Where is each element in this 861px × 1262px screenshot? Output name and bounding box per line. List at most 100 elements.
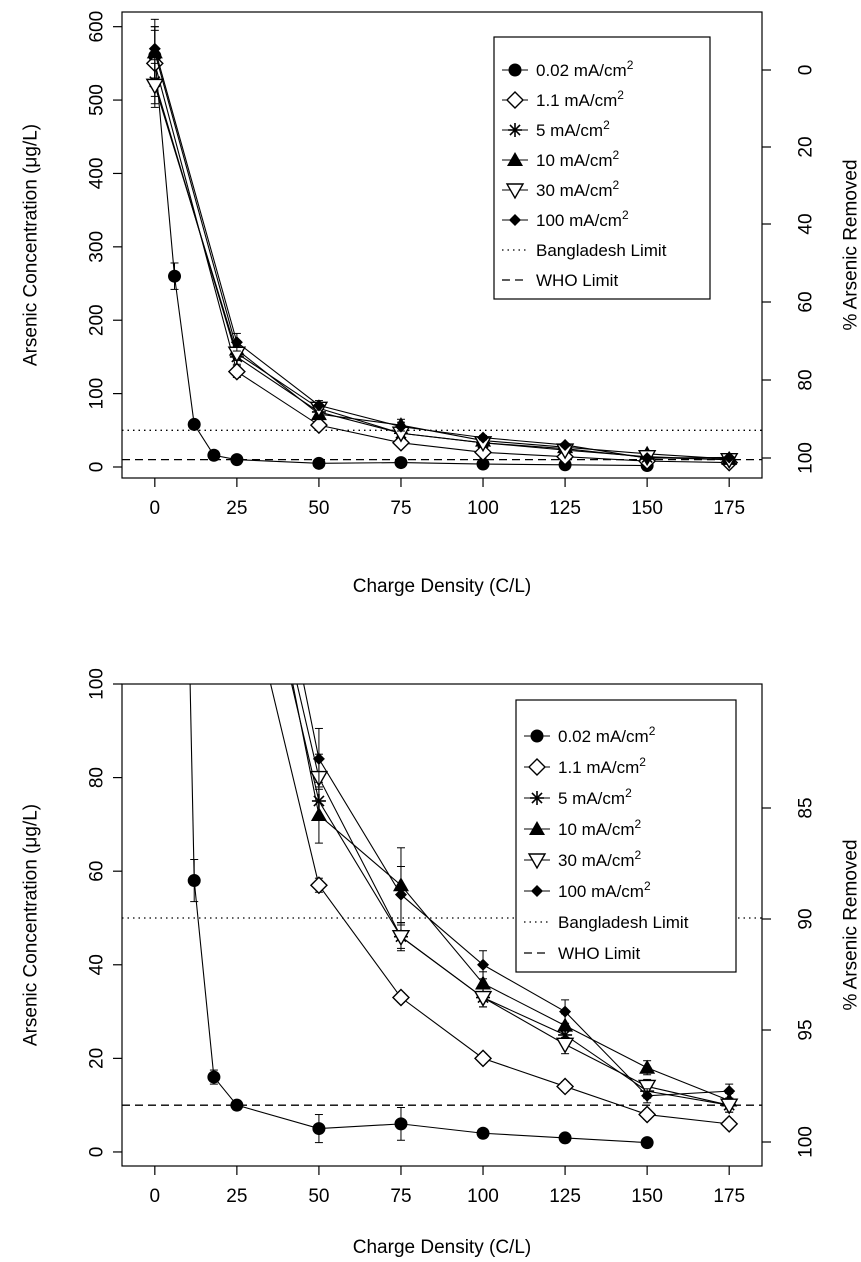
y2-tick-label: 100	[796, 442, 817, 474]
series-line	[154, 63, 730, 464]
y2-axis-label: % Arsenic Removed	[841, 839, 861, 1010]
data-point	[230, 336, 243, 349]
data-point	[394, 888, 407, 901]
data-point	[312, 399, 325, 412]
data-point	[394, 420, 407, 433]
y2-tick-label: 20	[796, 136, 817, 157]
data-series	[171, 0, 739, 1150]
x-tick-label: 125	[549, 498, 581, 519]
data-point	[168, 269, 182, 283]
y-tick-label: 60	[87, 861, 108, 882]
data-point	[394, 456, 408, 470]
legend-label: 0.02 mA/cm2	[536, 58, 634, 80]
data-point	[559, 1005, 572, 1018]
data-point	[473, 990, 493, 1007]
data-point	[230, 453, 244, 467]
data-point	[148, 42, 161, 55]
legend-label: 1.1 mA/cm2	[558, 755, 646, 777]
legend: 0.02 mA/cm2 1.1 mA/cm2 5 mA/cm2 10 mA/cm2 30…	[515, 699, 737, 973]
data-point	[556, 1077, 575, 1096]
y-tick-label: 300	[87, 231, 108, 263]
data-point	[145, 78, 165, 95]
y2-tick-label: 80	[796, 369, 817, 390]
legend-item: Bangladesh Limit	[502, 241, 667, 260]
x-tick-label: 150	[631, 1186, 663, 1207]
x-axis-label: Charge Density (C/L)	[353, 576, 531, 597]
legend-label: Bangladesh Limit	[536, 241, 667, 260]
x-tick-label: 75	[390, 1186, 411, 1207]
legend-item: 10 mA/cm2	[502, 148, 620, 170]
legend-item: 1.1 mA/cm2	[524, 755, 646, 777]
plot-frame	[121, 683, 763, 1167]
data-point	[723, 1085, 736, 1098]
legend-marker	[507, 152, 523, 166]
data-point	[555, 1037, 575, 1054]
legend-label: WHO Limit	[536, 271, 618, 290]
legend-label: 5 mA/cm2	[536, 118, 610, 140]
data-point	[310, 807, 327, 822]
legend-label: 1.1 mA/cm2	[536, 88, 624, 110]
legend-box	[493, 36, 711, 300]
data-point	[309, 416, 328, 435]
data-point	[477, 431, 490, 444]
y2-tick-label: 90	[796, 908, 817, 929]
legend-marker	[530, 729, 544, 743]
data-point	[207, 1070, 221, 1084]
x-tick-label: 125	[549, 1186, 581, 1207]
x-tick-label: 25	[226, 1186, 247, 1207]
x-tick-label: 100	[467, 498, 499, 519]
data-point	[391, 433, 410, 452]
legend-label: 30 mA/cm2	[558, 848, 642, 870]
error-bar	[171, 0, 179, 19]
legend-item: 1.1 mA/cm2	[502, 88, 624, 110]
legend-label: 10 mA/cm2	[558, 817, 642, 839]
data-point	[641, 452, 654, 465]
data-point	[230, 1098, 244, 1112]
data-point	[391, 929, 411, 947]
data-point	[229, 421, 245, 435]
data-point	[638, 1105, 657, 1124]
legend-label: 30 mA/cm2	[536, 178, 620, 200]
x-axis: 0 25 50 75 100 125 150 175	[150, 1166, 745, 1207]
legend-label: 100 mA/cm2	[558, 879, 651, 901]
x-tick-label: 100	[467, 1186, 499, 1207]
legend-item: 5 mA/cm2	[524, 786, 632, 808]
legend-marker	[506, 91, 524, 109]
data-point	[639, 1059, 656, 1074]
y-tick-label: 500	[87, 84, 108, 116]
y2-tick-label: 40	[796, 213, 817, 234]
series-1	[171, 0, 654, 1150]
series-line	[154, 48, 730, 459]
data-point	[720, 1114, 739, 1133]
legend-marker	[529, 821, 545, 835]
data-point	[474, 1049, 493, 1068]
y-axis-label: Arsenic Concentration (μg/L)	[21, 124, 42, 366]
series-2	[229, 536, 739, 1133]
y-tick-label: 400	[87, 158, 108, 190]
legend-marker	[531, 885, 543, 897]
data-point	[637, 1079, 657, 1096]
series-line	[296, 684, 730, 1106]
x-axis-label: Charge Density (C/L)	[353, 1237, 531, 1258]
x-tick-label: 0	[150, 498, 161, 519]
data-point	[229, 536, 245, 552]
x-tick-label: 50	[308, 498, 329, 519]
legend-item: 0.02 mA/cm2	[502, 58, 634, 80]
y-tick-label: 40	[87, 954, 108, 975]
series-line	[270, 684, 730, 1125]
data-point	[391, 988, 410, 1007]
legend-label: 5 mA/cm2	[558, 786, 632, 808]
legend-item: 100 mA/cm2	[502, 208, 629, 230]
y-tick-label: 600	[87, 11, 108, 43]
y-axis: 0 20 40 60 80 100	[87, 668, 122, 1157]
data-point	[187, 417, 201, 431]
y2-axis: 85 90 95 100	[762, 797, 817, 1158]
data-point	[641, 1089, 654, 1102]
legend-item: 5 mA/cm2	[502, 118, 610, 140]
x-tick-label: 75	[390, 498, 411, 519]
data-point	[227, 362, 246, 381]
data-point	[312, 456, 326, 470]
legend-marker	[508, 123, 522, 137]
legend-item: 10 mA/cm2	[524, 817, 642, 839]
